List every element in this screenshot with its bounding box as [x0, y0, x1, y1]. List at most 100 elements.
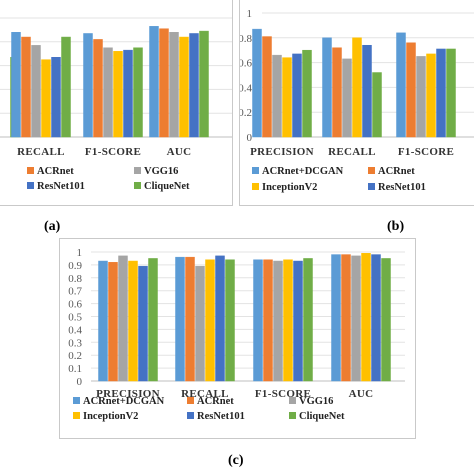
bar-b-acrnet-precision [262, 36, 272, 138]
legend-swatch-c [187, 397, 194, 404]
bar-a-resnet101-f1-score [123, 49, 133, 138]
bar-a-acrnet-f1-score [93, 39, 103, 138]
bar-a-inceptionv2-auc [179, 36, 189, 138]
legend-label-c: ResNet101 [197, 411, 245, 422]
y-tick-label-c: 0.8 [68, 273, 82, 285]
bar-a-cliquenet-recall [61, 36, 71, 138]
chart-panel-a: RECALL F1-SCORE AUC ACRnet VGG16 ResNet101 Cli… [0, 0, 233, 206]
legend-swatch-c [73, 412, 80, 419]
legend-swatch-a [134, 167, 141, 174]
bar-a-acrnet-recall [21, 36, 31, 138]
category-label-b: F1-SCORE [398, 146, 454, 158]
y-tick-label-c: 0.1 [68, 363, 82, 375]
category-label-b: PRECISION [250, 146, 314, 158]
category-label-c: AUC [349, 388, 374, 400]
y-tick-label-b: 0.6 [240, 58, 253, 70]
legend-label-b: ACRnet+DCGAN [262, 166, 344, 177]
chart-panel-c: 0 0.1 0.2 0.3 0.4 0.5 0.6 0.7 0.8 0.9 1 PRECISION RE… [59, 238, 416, 439]
legend-b: ACRnet+DCGAN ACRnet InceptionV2 ResNet101 [252, 166, 426, 193]
bars-c [98, 253, 391, 382]
bar-c-inceptionv2-recall [205, 259, 215, 382]
bar-b-acrnet-dcgan-precision [252, 28, 262, 138]
bar-c-resnet101-recall [215, 255, 225, 382]
bar-c-inceptionv2-precision [128, 260, 138, 382]
bar-c-resnet101-f1-score [293, 260, 303, 382]
bar-c-acrnet-recall [185, 256, 195, 382]
bar-c-acrnet-dcgan-auc [331, 254, 341, 382]
category-label-c: F1-SCORE [255, 388, 311, 400]
bar-b-acrnet-dcgan-f1-score [396, 32, 406, 138]
y-tick-label-c: 0.4 [68, 324, 82, 336]
category-label-a: F1-SCORE [85, 146, 141, 158]
category-label-b: RECALL [328, 146, 376, 158]
bar-c-vgg16-auc [351, 255, 361, 382]
bar-c-acrnet-f1-score [263, 259, 273, 382]
bar-a-inceptionv2-recall [41, 59, 51, 138]
legend-swatch-c [289, 397, 296, 404]
bar-c-vgg16-recall [195, 265, 205, 382]
chart-b-svg: 0 0.2 0.4 0.6 0.8 1 PRECISION RECALL F1-SCORE ACR… [240, 8, 474, 193]
legend-swatch-a [27, 167, 34, 174]
legend-label-c: InceptionV2 [83, 411, 138, 422]
y-tick-label-b: 1 [247, 8, 253, 20]
legend-label-b: InceptionV2 [262, 182, 317, 193]
bar-b-cliquenet-recall [372, 72, 382, 138]
legend-swatch-b [368, 183, 375, 190]
bar-c-inceptionv2-f1-score [283, 259, 293, 382]
bar-a-vgg16-f1-score [103, 47, 113, 138]
bar-c-cliquenet-recall [225, 259, 235, 382]
caption-a: (a) [44, 219, 61, 234]
chart-panel-b: 0 0.2 0.4 0.6 0.8 1 PRECISION RECALL F1-SCORE ACR… [239, 0, 474, 206]
bar-c-acrnet-dcgan-f1-score [253, 259, 263, 382]
bar-c-cliquenet-f1-score [303, 258, 313, 382]
bar-b-acrnet-f1-score [406, 42, 416, 138]
legend-label-a: CliqueNet [144, 181, 190, 192]
bar-b-resnet101-precision [292, 53, 302, 138]
legend-label-c: ACRnet+DCGAN [83, 396, 165, 407]
bar-a-resnet101-recall [51, 57, 61, 138]
y-tick-label-c: 0.6 [68, 299, 82, 311]
bar-c-inceptionv2-auc [361, 253, 371, 382]
legend-swatch-c [187, 412, 194, 419]
bar-b-cliquenet-precision [302, 49, 312, 138]
bar-a-vgg16-auc [169, 32, 179, 138]
category-label-a: RECALL [17, 146, 65, 158]
bar-a-acrnet-dcgan-auc [149, 26, 159, 138]
bar-b-vgg16-f1-score [416, 56, 426, 138]
bar-b-resnet101-f1-score [436, 48, 446, 138]
legend-label-a: VGG16 [144, 166, 178, 177]
y-tick-label-c: 0.2 [68, 350, 82, 362]
bar-b-resnet101-recall [362, 44, 372, 138]
bar-a-cliquenet-auc [199, 30, 209, 138]
y-tick-label-c: 0.5 [68, 312, 82, 324]
legend-label-b: ACRnet [378, 166, 415, 177]
bar-a-acrnet-dcgan-recall [11, 32, 21, 138]
caption-c: (c) [228, 453, 244, 468]
y-tick-label-b: 0.4 [240, 82, 253, 94]
bar-c-acrnet-precision [108, 262, 118, 382]
y-tick-label-c: 0 [77, 376, 83, 388]
category-label-a: AUC [167, 146, 192, 158]
bar-a-vgg16-recall [31, 45, 41, 138]
caption-b: (b) [387, 219, 405, 234]
legend-swatch-b [252, 167, 259, 174]
bar-b-inceptionv2-precision [282, 57, 292, 138]
bar-c-acrnet-auc [341, 254, 351, 382]
legend-swatch-a [134, 182, 141, 189]
bar-b-cliquenet-f1-score [446, 48, 456, 138]
bar-a-resnet101-auc [189, 33, 199, 138]
y-tick-label-c: 0.7 [68, 286, 82, 298]
bar-b-inceptionv2-f1-score [426, 53, 436, 138]
legend-a: ACRnet VGG16 ResNet101 CliqueNet [27, 166, 190, 192]
bar-c-acrnet-dcgan-recall [175, 256, 185, 382]
bar-c-cliquenet-precision [148, 258, 158, 382]
y-tick-label-b: 0.8 [240, 33, 253, 45]
legend-label-c: ACRnet [197, 396, 234, 407]
bar-c-vgg16-f1-score [273, 260, 283, 382]
bar-c-resnet101-auc [371, 254, 381, 382]
legend-swatch-c [73, 397, 80, 404]
legend-label-a: ResNet101 [37, 181, 85, 192]
bar-c-acrnet-dcgan-precision [98, 260, 108, 382]
y-tick-label-c: 0.3 [68, 337, 82, 349]
